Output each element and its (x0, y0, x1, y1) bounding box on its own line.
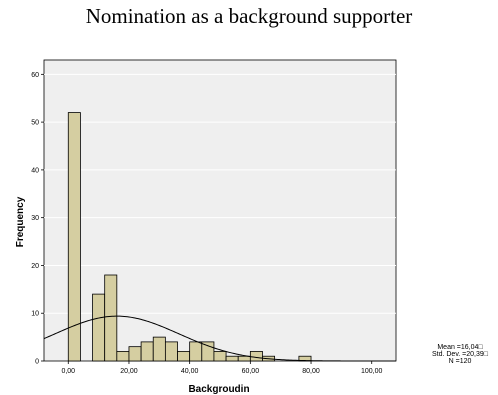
x-tick-label: 60,00 (242, 368, 260, 375)
histogram-bar (140, 341, 154, 362)
histogram-bar (152, 336, 166, 362)
x-tick-label: 100,00 (361, 368, 383, 375)
y-tick-label: 10 (31, 311, 39, 318)
y-tick-label: 40 (31, 167, 39, 174)
stats-n: N =120 (448, 358, 472, 365)
x-tick-label: 20,00 (120, 368, 138, 375)
y-tick-label: 50 (31, 120, 39, 127)
histogram-bar (213, 351, 227, 362)
normal-curve-group (43, 315, 396, 362)
histogram-bar (177, 351, 191, 362)
histogram-bar (92, 293, 106, 362)
x-tick-label: 0,00 (61, 368, 75, 375)
y-tick-label: 20 (31, 263, 39, 270)
histogram-bar (116, 351, 130, 362)
histogram-bar (237, 355, 251, 362)
histogram-bar (67, 112, 81, 362)
histogram-bar (225, 355, 239, 362)
stats-mean: Mean =16,04□ (437, 344, 483, 351)
histogram-bar (128, 346, 142, 362)
histogram-bar (201, 341, 215, 362)
histogram-bar (104, 274, 118, 362)
stats-std-dev: Std. Dev. =20,39□ (431, 351, 489, 358)
gridlines (44, 73, 396, 314)
y-axis: 0 10 20 30 40 50 60 (31, 72, 44, 366)
x-axis: 0,00 20,00 40,00 60,00 80,00 100,00 (61, 361, 383, 375)
normal-curve (43, 315, 396, 362)
x-tick-label: 40,00 (181, 368, 199, 375)
histogram-bar (164, 341, 178, 362)
y-tick-label: 0 (35, 359, 39, 366)
histogram-bar (249, 351, 263, 362)
histogram-bar (189, 341, 203, 362)
y-axis-label: Frequency (15, 196, 26, 247)
chart-title: Nomination as a background supporter (85, 4, 413, 28)
y-tick-label: 60 (31, 72, 39, 79)
x-axis-label: Backgroudin (188, 384, 249, 395)
x-tick-label: 80,00 (302, 368, 320, 375)
y-tick-label: 30 (31, 215, 39, 222)
